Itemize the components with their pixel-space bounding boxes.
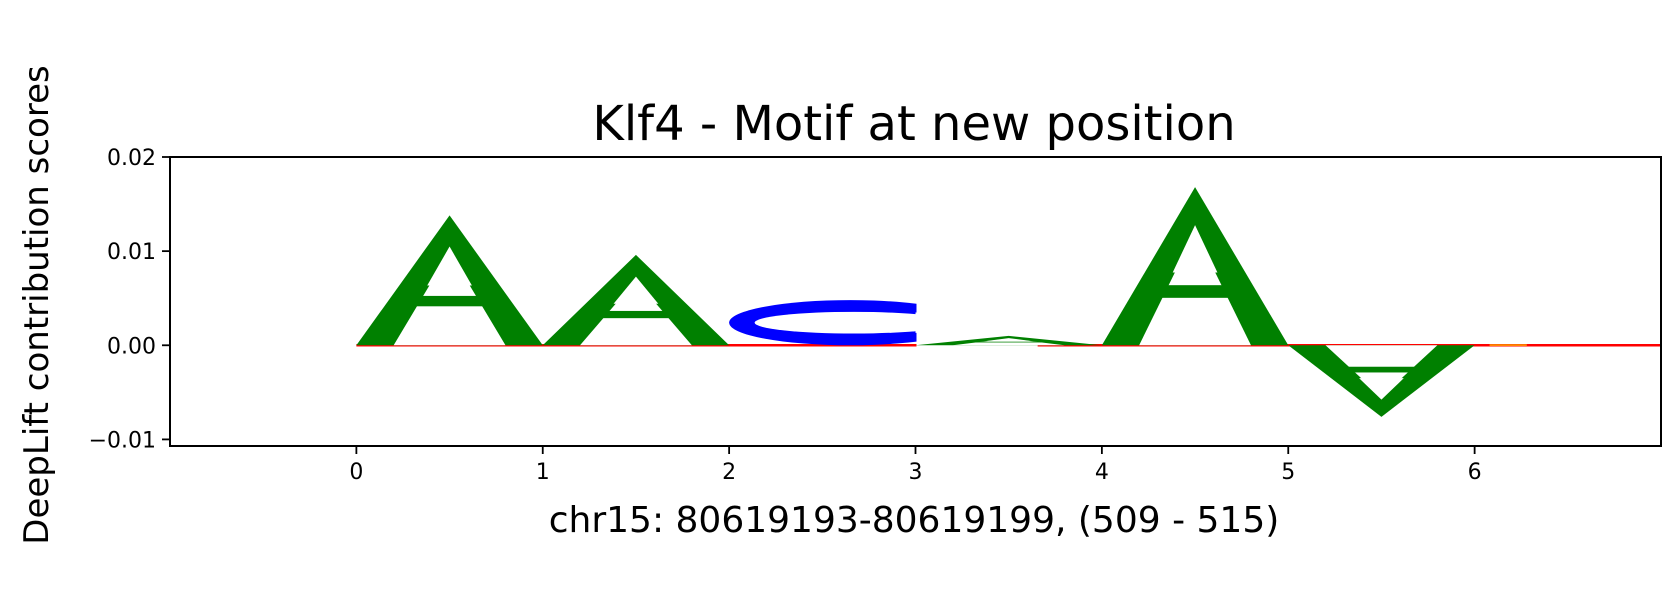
x-tick-label-1: 1 xyxy=(536,460,550,485)
x-tick-label-5: 5 xyxy=(1281,460,1295,485)
logo-letter-5 xyxy=(1288,345,1475,417)
logo-letter-3 xyxy=(915,335,1102,346)
y-tick-label-2: 0.01 xyxy=(107,240,156,265)
x-tick-label-3: 3 xyxy=(909,460,923,485)
logo-letter-6 xyxy=(1489,344,1527,346)
x-axis: 0 1 2 3 4 5 6 xyxy=(349,446,1482,485)
y-tick-label-0: −0.01 xyxy=(89,428,156,453)
plot-area xyxy=(169,156,1662,447)
x-tick-label-4: 4 xyxy=(1095,460,1109,485)
y-axis: −0.01 0.00 0.01 0.02 xyxy=(89,146,170,453)
x-axis-label: chr15: 80619193-80619199, (509 - 515) xyxy=(549,500,1280,541)
logo-letter-4 xyxy=(1101,187,1289,346)
logo-letter-1 xyxy=(542,254,730,346)
y-axis-label: DeepLift contribution scores xyxy=(17,65,57,544)
y-tick-label-3: 0.02 xyxy=(107,146,156,171)
y-tick-label-1: 0.00 xyxy=(107,334,156,359)
x-tick-label-2: 2 xyxy=(722,460,736,485)
x-tick-label-0: 0 xyxy=(349,460,363,485)
logo-letter-0 xyxy=(356,215,543,346)
chart-title: Klf4 - Motif at new position xyxy=(592,96,1235,152)
x-tick-label-6: 6 xyxy=(1468,460,1482,485)
